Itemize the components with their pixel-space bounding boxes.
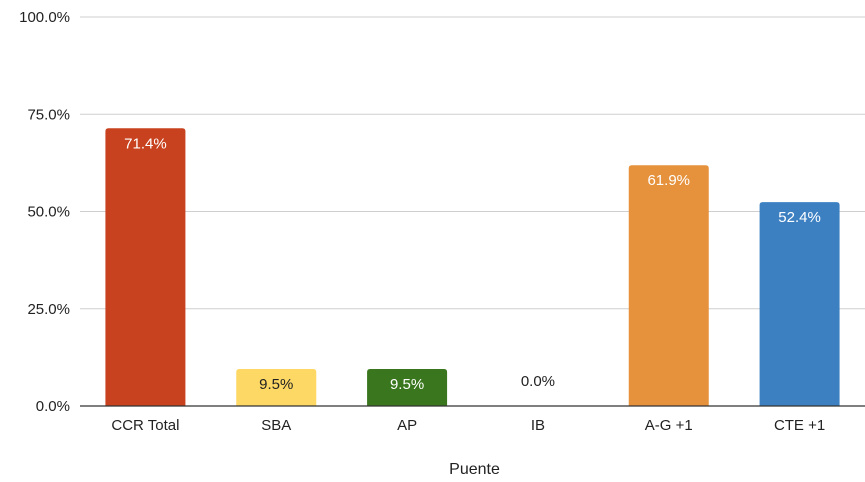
y-tick-label: 25.0% [27, 301, 70, 318]
data-label: 71.4% [124, 135, 167, 152]
data-label: 9.5% [259, 376, 293, 393]
bars [105, 128, 840, 406]
bar [105, 128, 186, 406]
bar [367, 369, 448, 406]
x-axis-ticks: CCR Total SBA AP IB A-G +1 CTE +1 [111, 417, 825, 434]
data-label: 61.9% [647, 172, 690, 189]
y-tick-label: 100.0% [19, 9, 70, 26]
y-tick-label: 75.0% [27, 106, 70, 123]
bar [628, 165, 709, 406]
x-tick-label: CCR Total [111, 417, 179, 434]
x-tick-label: CTE +1 [774, 417, 825, 434]
data-labels: 71.4% 9.5% 9.5% 0.0% 61.9% 52.4% [124, 135, 821, 393]
x-tick-label: A-G +1 [645, 417, 693, 434]
x-tick-label: AP [397, 417, 417, 434]
x-tick-label: SBA [261, 417, 291, 434]
data-label: 52.4% [778, 209, 821, 226]
x-tick-label: IB [531, 417, 545, 434]
x-axis-title: Puente [449, 461, 500, 478]
y-axis-ticks: 0.0% 25.0% 50.0% 75.0% 100.0% [19, 9, 70, 415]
data-label: 9.5% [390, 376, 424, 393]
y-tick-label: 0.0% [36, 398, 70, 415]
gridlines [80, 16, 865, 310]
bar [236, 369, 317, 406]
bar [759, 202, 840, 406]
y-tick-label: 50.0% [27, 204, 70, 221]
data-label: 0.0% [521, 373, 555, 390]
